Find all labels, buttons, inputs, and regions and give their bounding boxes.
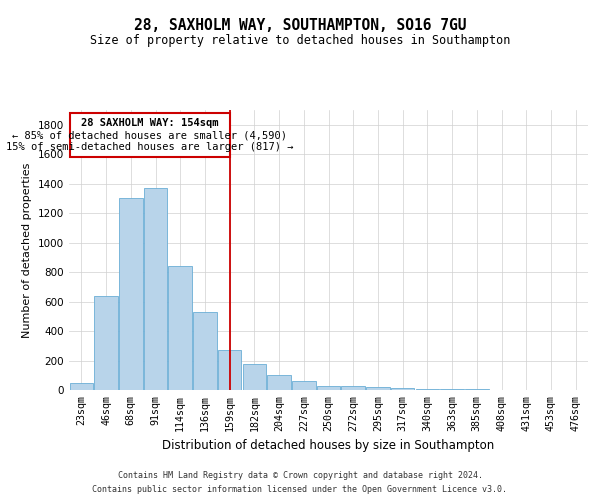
Text: Contains HM Land Registry data © Crown copyright and database right 2024.: Contains HM Land Registry data © Crown c… <box>118 472 482 480</box>
Bar <box>391 388 415 390</box>
Bar <box>94 296 118 390</box>
Bar <box>292 381 316 390</box>
Bar <box>169 266 192 390</box>
X-axis label: Distribution of detached houses by size in Southampton: Distribution of detached houses by size … <box>163 439 494 452</box>
Bar <box>218 350 241 390</box>
Bar <box>144 188 167 390</box>
Bar <box>242 364 266 390</box>
Text: Contains public sector information licensed under the Open Government Licence v3: Contains public sector information licen… <box>92 484 508 494</box>
Text: 28 SAXHOLM WAY: 154sqm: 28 SAXHOLM WAY: 154sqm <box>81 118 218 128</box>
Bar <box>341 386 365 390</box>
Bar <box>70 113 230 157</box>
Text: ← 85% of detached houses are smaller (4,590): ← 85% of detached houses are smaller (4,… <box>13 131 287 141</box>
Bar <box>317 386 340 390</box>
Bar <box>70 382 93 390</box>
Bar <box>366 387 389 390</box>
Text: Size of property relative to detached houses in Southampton: Size of property relative to detached ho… <box>90 34 510 47</box>
Bar <box>193 312 217 390</box>
Bar <box>268 376 291 390</box>
Bar <box>119 198 143 390</box>
Y-axis label: Number of detached properties: Number of detached properties <box>22 162 32 338</box>
Bar <box>416 388 439 390</box>
Bar <box>440 388 464 390</box>
Text: 15% of semi-detached houses are larger (817) →: 15% of semi-detached houses are larger (… <box>6 142 293 152</box>
Text: 28, SAXHOLM WAY, SOUTHAMPTON, SO16 7GU: 28, SAXHOLM WAY, SOUTHAMPTON, SO16 7GU <box>134 18 466 32</box>
